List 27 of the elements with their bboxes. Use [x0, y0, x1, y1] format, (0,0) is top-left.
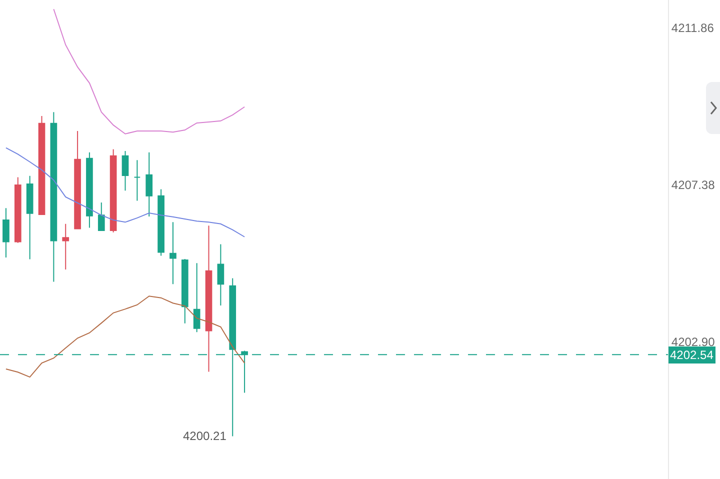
candlestick	[62, 223, 70, 270]
candlestick	[50, 112, 58, 282]
ref-line-label: 4202.54	[670, 348, 714, 362]
candlestick	[14, 176, 22, 244]
candlestick	[146, 152, 153, 218]
y-tick-label: 4211.86	[671, 21, 714, 36]
candlestick	[86, 152, 93, 228]
candlestick	[134, 160, 141, 202]
candlestick	[2, 208, 10, 258]
y-tick-label: 4202.90	[671, 335, 716, 350]
candlestick	[217, 244, 224, 306]
candlestick	[193, 262, 200, 333]
candlestick	[110, 148, 117, 233]
y-tick-label: 4207.38	[671, 178, 716, 192]
line-series	[5, 296, 246, 378]
annotation: 4200.21	[183, 429, 227, 443]
candlestick	[170, 222, 176, 285]
candlestick	[38, 115, 46, 215]
candlestick	[158, 188, 164, 256]
line-series	[53, 8, 246, 134]
candlestick	[74, 130, 81, 230]
candlestick	[181, 258, 188, 324]
candlestick	[122, 150, 129, 192]
candlestick	[205, 225, 212, 372]
candlestick	[98, 202, 105, 232]
candlestick	[26, 175, 34, 260]
line-series	[5, 147, 246, 238]
